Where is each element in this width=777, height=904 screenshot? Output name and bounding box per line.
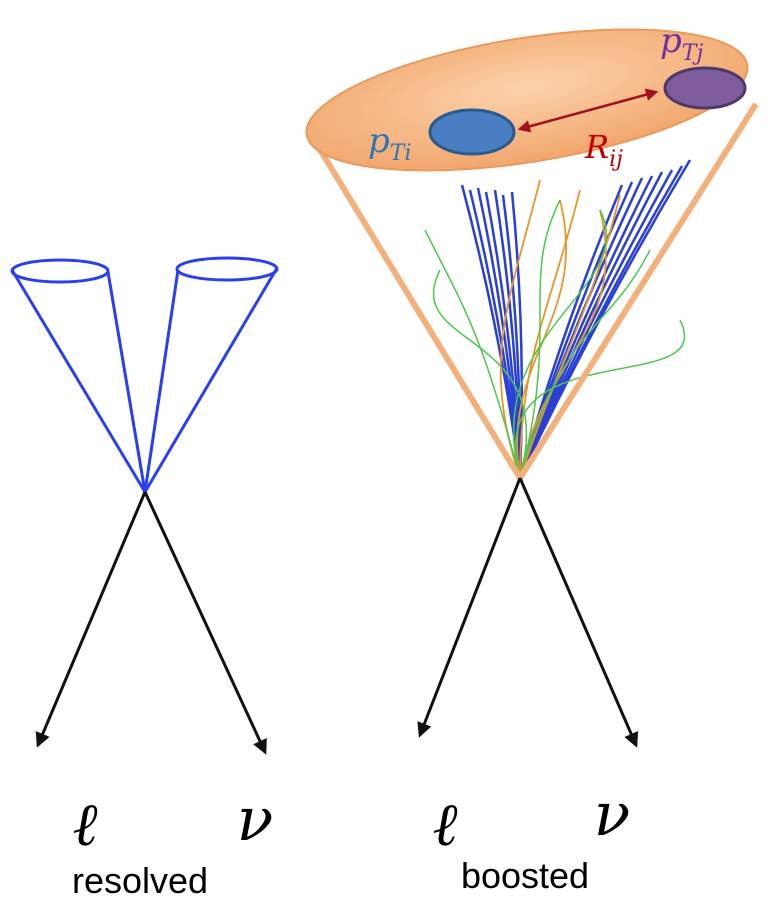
panel-caption: resolved xyxy=(72,860,208,901)
momentum-label: pTj xyxy=(660,21,703,66)
track xyxy=(514,210,607,478)
diagram: pTi pTj Rij ℓ ν ℓ ν resolved boosted xyxy=(0,0,777,904)
panel-caption: boosted xyxy=(461,855,589,896)
resolved-decay-arrows xyxy=(38,492,265,752)
subjet-i xyxy=(430,110,514,154)
resolved-jets xyxy=(12,258,277,492)
lepton-symbol: ℓ xyxy=(73,790,98,860)
track xyxy=(520,160,690,478)
boosted-decay-arrows xyxy=(420,478,636,745)
boosted-jet-constituents xyxy=(425,160,690,478)
neutrino-symbol: ν xyxy=(594,780,630,850)
subjet-j xyxy=(665,68,745,108)
neutrino-symbol: ν xyxy=(237,785,273,855)
lepton-symbol: ℓ xyxy=(433,790,458,860)
